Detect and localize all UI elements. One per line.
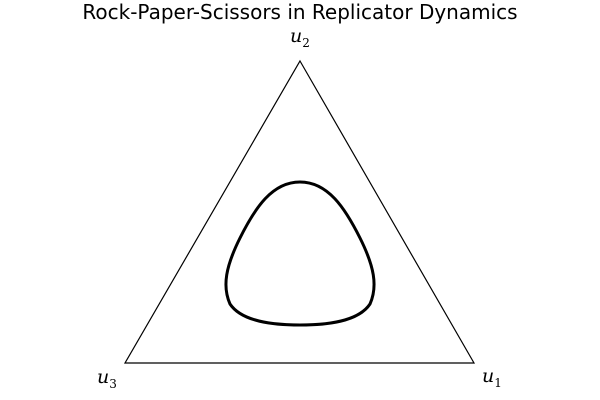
figure-title: Rock-Paper-Scissors in Replicator Dynami… xyxy=(82,0,518,24)
vertex-label-u2: u2 xyxy=(290,25,310,50)
simplex-triangle xyxy=(123,59,476,364)
orbit-trajectory xyxy=(224,180,376,327)
vertex-label-u1: u1 xyxy=(482,365,502,390)
vertex-label-u3: u3 xyxy=(97,366,117,391)
